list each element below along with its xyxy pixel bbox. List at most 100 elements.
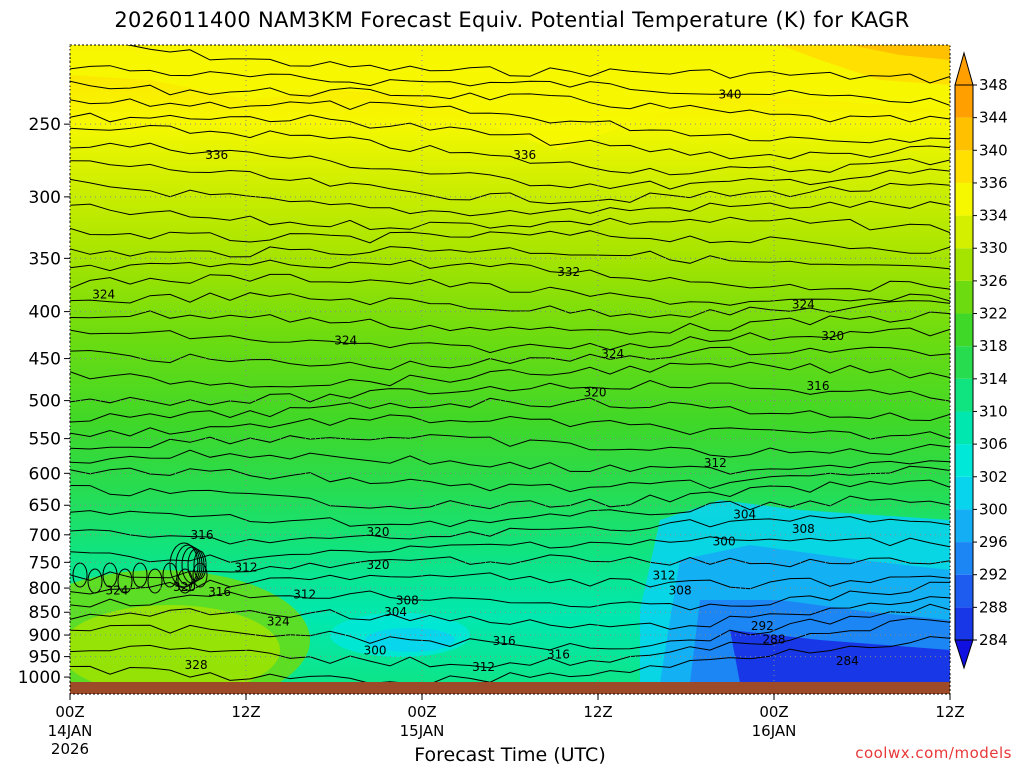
- contour-line: [70, 310, 950, 335]
- colorbar-label: 310: [979, 402, 1008, 420]
- colorbar-segment: [955, 182, 973, 216]
- y-tick-label: 250: [29, 115, 61, 135]
- contour-line: [70, 379, 950, 406]
- colorbar-label: 318: [979, 337, 1008, 355]
- y-tick-label: 700: [29, 526, 61, 546]
- colorbar-label: 340: [979, 141, 1008, 159]
- contour-line: [70, 124, 950, 176]
- y-tick-label: 650: [29, 496, 61, 516]
- contour-line: [70, 160, 950, 205]
- contour-line: [169, 542, 199, 588]
- colorbar-label: 334: [979, 207, 1008, 225]
- contour-line: [70, 65, 950, 106]
- contour-line: [70, 572, 950, 595]
- contour-line: [70, 465, 950, 493]
- contour-label: 316: [208, 585, 231, 599]
- y-tick-label: 600: [29, 464, 61, 484]
- contour-label: 292: [751, 619, 774, 633]
- ground-strip: [70, 682, 950, 694]
- colorbar-segment: [955, 509, 973, 543]
- contour-line: [70, 554, 950, 581]
- colorbar-label: 302: [979, 468, 1008, 486]
- contour-line: [175, 544, 201, 586]
- contour-line: [117, 568, 133, 594]
- contour-line: [70, 397, 950, 423]
- contour-label: 300: [713, 535, 736, 549]
- x-tick-label: 00Z: [55, 703, 84, 721]
- contour-line: [70, 273, 950, 306]
- x-tick-label: 12Z: [583, 703, 612, 721]
- contour-line: [70, 536, 950, 563]
- contour-line: [147, 568, 163, 594]
- colorbar-extend-top: [954, 51, 974, 86]
- y-tick-label: 900: [29, 626, 61, 646]
- colorbar-segment: [955, 542, 973, 575]
- contour-line: [70, 636, 950, 683]
- contour-line: [70, 346, 950, 371]
- colorbar-label: 326: [979, 272, 1008, 290]
- colorbar-segment: [955, 117, 973, 151]
- x-tick-sublabel: 15JAN: [400, 722, 445, 740]
- contour-label: 320: [173, 580, 196, 594]
- contour-label: 284: [836, 654, 859, 668]
- colorbar-label: 348: [979, 76, 1008, 94]
- colorbar-segment: [955, 85, 973, 118]
- contour-line: [70, 479, 950, 510]
- y-tick-label: 550: [29, 430, 61, 450]
- contour-line: [70, 361, 950, 388]
- contour-label: 312: [293, 587, 316, 601]
- x-axis-label: Forecast Time (UTC): [414, 744, 606, 766]
- contour-label: 312: [472, 660, 495, 674]
- colorbar-segment: [955, 476, 973, 510]
- contour-label: 324: [601, 347, 624, 361]
- x-tick-label: 12Z: [935, 703, 964, 721]
- contour-line: [70, 203, 950, 234]
- contour-line: [125, 45, 950, 84]
- colorbar-label: 330: [979, 239, 1008, 257]
- contour-line: [70, 246, 950, 270]
- colorbar-label: 288: [979, 598, 1008, 616]
- x-tick-sublabel: 14JAN: [48, 722, 93, 740]
- contour-label: 288: [763, 632, 786, 646]
- colorbar-label: 344: [979, 109, 1008, 127]
- contour-line: [70, 142, 950, 190]
- contour-line: [70, 292, 950, 319]
- x-tick-sublabel: 16JAN: [752, 722, 797, 740]
- warm-region: [850, 45, 950, 60]
- contour-line: [70, 259, 950, 292]
- contour-label: 320: [367, 525, 390, 539]
- colorbar-label: 300: [979, 500, 1008, 518]
- contour-label: 320: [821, 329, 844, 343]
- contour-label: 316: [547, 647, 570, 661]
- colorbar-segment: [955, 215, 973, 249]
- plot-frame: [69, 44, 951, 695]
- contour-label: 324: [334, 333, 357, 347]
- contour-label: 312: [235, 561, 258, 575]
- contour-label: 304: [733, 507, 756, 521]
- grid: [69, 45, 951, 683]
- x-tick-year: 2026: [51, 740, 89, 758]
- y-tick-label: 1000: [18, 668, 61, 688]
- contour-label: 328: [185, 658, 208, 672]
- contour-line: [70, 80, 950, 123]
- contour-line: [72, 562, 88, 588]
- colorbar-extend-bottom: [954, 639, 974, 670]
- y-tick-label: 950: [29, 648, 61, 668]
- y-tick-label: 850: [29, 603, 61, 623]
- credit-text: coolwx.com/models: [855, 744, 1012, 762]
- contour-label: 308: [792, 522, 815, 536]
- contour-line: [70, 414, 950, 440]
- contour-line: [70, 617, 950, 669]
- y-axis: 250 300 350 400 450 500 550 600 650 700 750 800 850 9…: [18, 115, 70, 688]
- contour-label: 324: [792, 298, 815, 312]
- x-tick-label: 12Z: [231, 703, 260, 721]
- contour-label: 320: [584, 386, 607, 400]
- colorbar-frame: [954, 84, 974, 641]
- contour-line: [87, 568, 103, 594]
- colorbar-segment: [955, 574, 973, 608]
- contour-label: 336: [513, 148, 536, 162]
- contour-line: [70, 449, 950, 475]
- y-tick-label: 400: [29, 303, 61, 323]
- colorbar-label: 296: [979, 533, 1008, 551]
